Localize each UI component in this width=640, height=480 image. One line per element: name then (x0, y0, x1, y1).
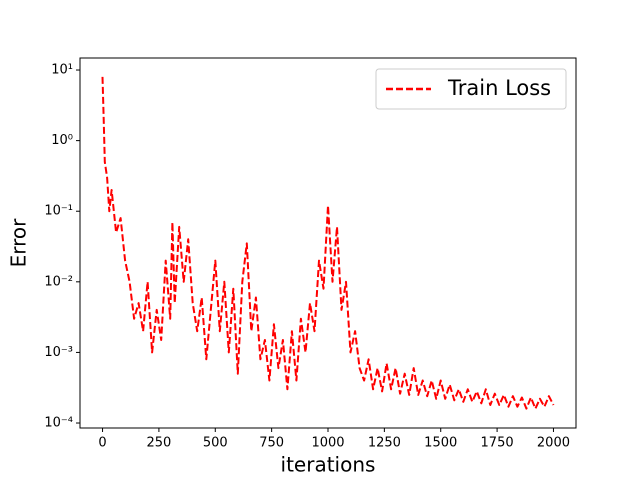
x-tick-label: 250 (146, 436, 171, 451)
x-tick-label: 750 (259, 436, 284, 451)
x-tick-label: 0 (98, 436, 106, 451)
x-tick-label: 500 (203, 436, 228, 451)
y-tick-label: 10⁻⁴ (44, 416, 73, 431)
x-tick-label: 1750 (481, 436, 514, 451)
y-tick-label: 10⁻³ (44, 345, 73, 360)
x-tick-label: 1500 (424, 436, 457, 451)
y-tick-label: 10¹ (51, 63, 73, 78)
x-tick-label: 1250 (368, 436, 401, 451)
y-tick-label: 10⁻² (44, 274, 73, 289)
line-series (101, 76, 555, 410)
legend-box (375, 68, 567, 110)
x-tick-label: 1000 (311, 436, 344, 451)
x-axis-label: iterations (281, 453, 376, 477)
plot-frame (79, 57, 577, 429)
y-tick-label: 10⁻¹ (44, 204, 73, 219)
y-axis-label: Error (7, 218, 31, 268)
x-tick-label: 2000 (537, 436, 570, 451)
legend-label: Train Loss (447, 76, 551, 100)
y-tick-label: 10⁰ (51, 133, 73, 148)
